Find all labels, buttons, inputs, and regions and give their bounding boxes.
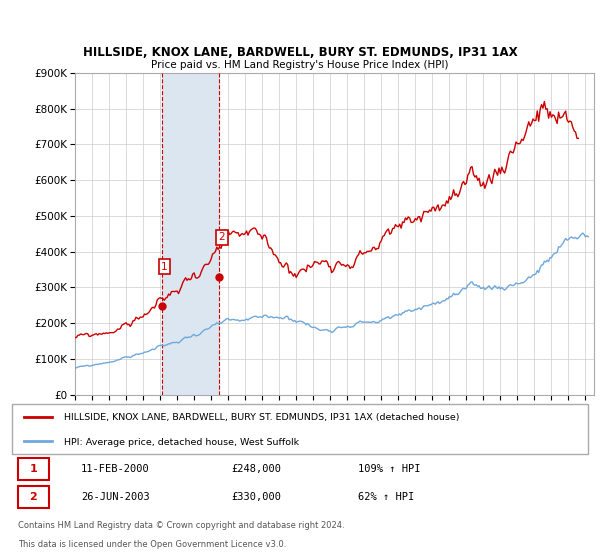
- Text: 62% ↑ HPI: 62% ↑ HPI: [358, 492, 414, 502]
- Text: 11-FEB-2000: 11-FEB-2000: [81, 464, 150, 474]
- Text: £330,000: £330,000: [231, 492, 281, 502]
- Text: Price paid vs. HM Land Registry's House Price Index (HPI): Price paid vs. HM Land Registry's House …: [151, 60, 449, 70]
- Text: HPI: Average price, detached house, West Suffolk: HPI: Average price, detached house, West…: [64, 438, 299, 447]
- Text: HILLSIDE, KNOX LANE, BARDWELL, BURY ST. EDMUNDS, IP31 1AX (detached house): HILLSIDE, KNOX LANE, BARDWELL, BURY ST. …: [64, 413, 460, 422]
- Text: £248,000: £248,000: [231, 464, 281, 474]
- FancyBboxPatch shape: [12, 404, 588, 454]
- FancyBboxPatch shape: [18, 486, 49, 508]
- Text: 2: 2: [29, 492, 37, 502]
- Text: Contains HM Land Registry data © Crown copyright and database right 2024.: Contains HM Land Registry data © Crown c…: [18, 521, 344, 530]
- Text: HILLSIDE, KNOX LANE, BARDWELL, BURY ST. EDMUNDS, IP31 1AX: HILLSIDE, KNOX LANE, BARDWELL, BURY ST. …: [83, 46, 517, 59]
- Text: 2: 2: [219, 232, 226, 242]
- Text: 109% ↑ HPI: 109% ↑ HPI: [358, 464, 420, 474]
- Text: 26-JUN-2003: 26-JUN-2003: [81, 492, 150, 502]
- Bar: [162, 73, 220, 395]
- FancyBboxPatch shape: [18, 458, 49, 480]
- Text: This data is licensed under the Open Government Licence v3.0.: This data is licensed under the Open Gov…: [18, 540, 286, 549]
- Text: 1: 1: [29, 464, 37, 474]
- Text: 1: 1: [161, 262, 168, 272]
